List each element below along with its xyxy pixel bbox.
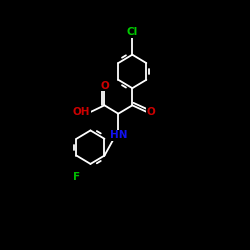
Text: O: O [147, 107, 156, 117]
Text: OH: OH [73, 107, 90, 117]
Text: Cl: Cl [127, 27, 138, 37]
Text: O: O [100, 81, 109, 91]
Text: HN: HN [110, 130, 127, 140]
Text: F: F [73, 172, 80, 182]
